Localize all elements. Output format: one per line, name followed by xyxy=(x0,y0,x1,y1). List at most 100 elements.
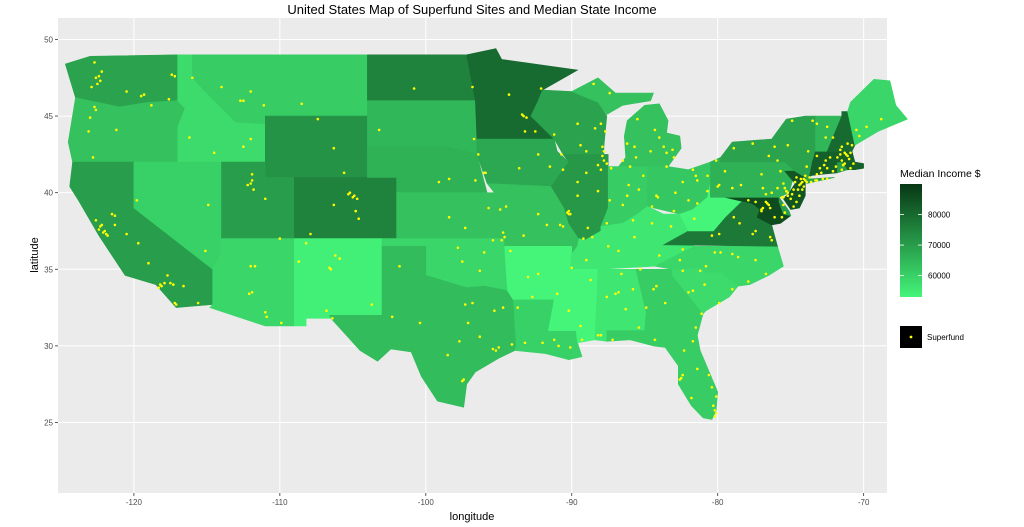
state-tx xyxy=(329,246,517,408)
superfund-site-point xyxy=(650,205,654,208)
superfund-site-point xyxy=(501,306,505,309)
superfund-site-point xyxy=(526,275,530,279)
superfund-site-point xyxy=(523,341,527,345)
superfund-site-point xyxy=(509,249,512,253)
superfund-site-point xyxy=(637,188,641,191)
superfund-site-point xyxy=(796,188,800,191)
superfund-site-point xyxy=(770,238,773,242)
superfund-site-point xyxy=(585,258,588,262)
superfund-site-point xyxy=(491,347,495,351)
superfund-site-point xyxy=(703,283,706,286)
y-tick-label: 35 xyxy=(44,265,53,274)
superfund-site-point xyxy=(115,128,118,132)
superfund-site-point xyxy=(786,194,790,197)
superfund-site-point xyxy=(836,156,839,159)
superfund-site-point xyxy=(458,340,461,343)
fill-legend-title: Median Income $ xyxy=(900,168,981,180)
superfund-site-point xyxy=(503,235,506,239)
superfund-site-point xyxy=(714,412,718,415)
superfund-site-point xyxy=(249,137,252,141)
superfund-site-point xyxy=(690,396,693,400)
superfund-site-point xyxy=(329,268,333,271)
superfund-site-point xyxy=(806,150,810,153)
superfund-site-point xyxy=(714,395,718,398)
superfund-site-point xyxy=(809,180,813,184)
superfund-points xyxy=(87,61,883,418)
fill-legend-tick-label: 60000 xyxy=(928,272,951,281)
superfund-site-point xyxy=(592,82,595,86)
superfund-site-point xyxy=(696,367,699,371)
superfund-site-point xyxy=(353,194,356,197)
superfund-site-point xyxy=(88,116,92,119)
superfund-site-point xyxy=(246,183,249,187)
fill-legend-ticks: 60000 70000 80000 xyxy=(900,211,951,281)
superfund-site-point xyxy=(110,212,114,216)
superfund-site-point xyxy=(334,254,337,257)
superfund-site-point xyxy=(634,156,638,159)
fill-legend: Median Income $ 60000 70000 80000 xyxy=(900,168,981,297)
superfund-site-point xyxy=(628,165,632,168)
y-axis: 25 30 35 40 45 50 xyxy=(44,35,58,428)
superfund-site-point xyxy=(500,238,504,242)
superfund-site-point xyxy=(714,159,718,162)
superfund-site-point xyxy=(390,315,394,319)
superfund-site-point xyxy=(631,287,635,291)
superfund-site-point xyxy=(170,73,174,76)
superfund-site-point xyxy=(497,346,501,349)
superfund-site-point xyxy=(696,202,699,205)
superfund-site-point xyxy=(576,180,579,184)
superfund-site-point xyxy=(582,237,585,240)
superfund-site-point xyxy=(839,148,842,152)
superfund-site-point xyxy=(674,191,677,194)
superfund-site-point xyxy=(617,249,620,253)
superfund-site-point xyxy=(798,194,801,197)
superfund-site-point xyxy=(625,142,629,145)
superfund-site-point xyxy=(624,307,627,311)
superfund-site-point xyxy=(463,303,467,306)
superfund-site-point xyxy=(536,272,540,276)
superfund-site-point xyxy=(761,186,765,190)
superfund-site-point xyxy=(586,226,590,230)
superfund-site-point xyxy=(541,341,544,345)
superfund-site-point xyxy=(557,344,560,348)
superfund-site-point xyxy=(552,133,556,136)
superfund-site-point xyxy=(94,219,98,222)
superfund-site-point xyxy=(768,235,772,239)
superfund-site-point xyxy=(798,183,801,187)
superfund-site-point xyxy=(150,104,153,107)
superfund-site-point xyxy=(793,180,797,184)
superfund-site-point xyxy=(844,153,848,156)
superfund-site-point xyxy=(250,173,254,176)
superfund-site-point xyxy=(717,183,721,187)
superfund-site-point xyxy=(242,99,245,102)
superfund-site-point xyxy=(678,258,682,262)
superfund-site-point xyxy=(585,150,588,153)
superfund-site-point xyxy=(100,70,104,73)
superfund-site-point xyxy=(94,76,98,80)
superfund-site-point xyxy=(602,159,606,162)
superfund-site-point xyxy=(172,283,175,286)
superfund-site-point xyxy=(824,136,827,139)
superfund-site-point xyxy=(250,291,254,294)
fill-legend-tick-label: 80000 xyxy=(928,211,951,220)
superfund-site-point xyxy=(103,229,106,233)
superfund-site-point xyxy=(783,211,787,214)
superfund-site-point xyxy=(596,333,600,337)
superfund-site-point xyxy=(446,353,450,357)
superfund-site-point xyxy=(139,94,143,98)
superfund-site-point xyxy=(649,150,652,153)
superfund-site-point xyxy=(779,169,782,173)
superfund-site-point xyxy=(767,203,771,207)
superfund-site-point xyxy=(710,234,714,237)
superfund-site-point xyxy=(606,245,610,248)
superfund-site-point xyxy=(747,280,750,283)
superfund-site-point xyxy=(207,203,210,207)
superfund-site-point xyxy=(782,203,785,207)
superfund-site-point xyxy=(839,153,842,156)
superfund-site-point xyxy=(681,269,684,273)
superfund-site-point xyxy=(447,215,451,219)
superfund-site-point xyxy=(332,203,336,207)
superfund-site-point xyxy=(776,159,779,162)
superfund-site-point xyxy=(821,177,825,181)
superfund-site-point xyxy=(717,232,721,236)
